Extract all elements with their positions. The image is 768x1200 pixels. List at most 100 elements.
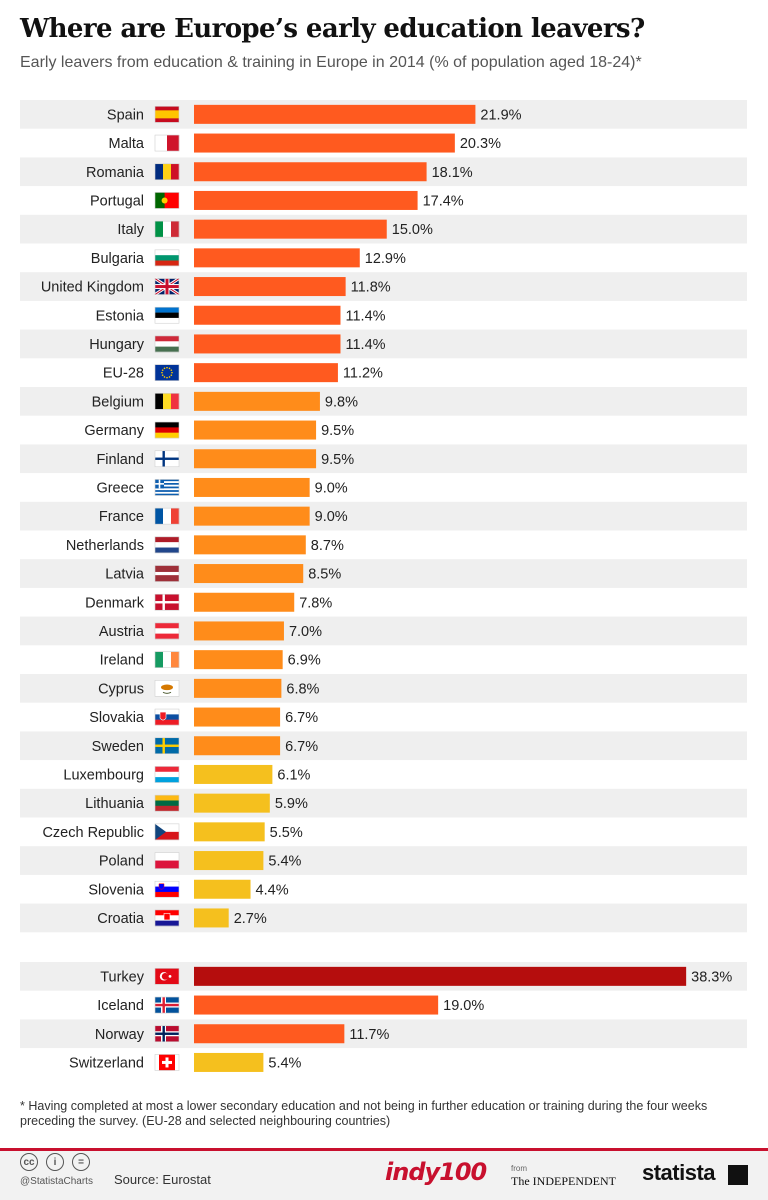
lithuania-flag — [154, 794, 180, 812]
value-label: 8.5% — [308, 567, 341, 583]
row-shade — [20, 788, 747, 818]
category-label: Bulgaria — [91, 251, 145, 267]
row-shade — [20, 616, 747, 646]
bar-group: Turkey 38.3% Iceland 19.0% Norway 11.7% Switze… — [20, 962, 747, 1072]
value-label: 6.8% — [286, 681, 319, 697]
bar — [194, 564, 304, 584]
value-label: 6.7% — [285, 739, 318, 755]
bar — [194, 449, 317, 469]
estonia-flag — [154, 306, 180, 324]
slovakia-flag — [154, 708, 180, 726]
norway-flag — [154, 1025, 180, 1043]
from-label: from — [511, 1164, 527, 1173]
no-derivatives-icon: = — [72, 1153, 90, 1171]
attribution-icon: i — [46, 1153, 64, 1171]
category-label: Iceland — [97, 998, 144, 1014]
value-label: 20.3% — [460, 136, 501, 152]
bar — [194, 391, 320, 411]
source-text: Source: Eurostat — [114, 1172, 211, 1187]
bar — [194, 678, 282, 698]
value-label: 18.1% — [432, 165, 473, 181]
category-label: United Kingdom — [41, 280, 144, 296]
row-shade — [20, 903, 747, 933]
sweden-flag — [154, 737, 180, 755]
category-label: Croatia — [97, 911, 145, 927]
spain-flag — [154, 106, 180, 123]
greece-flag — [154, 479, 180, 496]
category-label: Norway — [95, 1027, 145, 1043]
category-label: Latvia — [105, 567, 145, 583]
iceland-flag — [154, 996, 180, 1014]
portugal-flag — [154, 192, 180, 209]
bar — [194, 650, 283, 670]
finland-flag — [154, 450, 180, 468]
footer-accent-line — [0, 1148, 768, 1151]
value-label: 6.7% — [285, 710, 318, 726]
row-shade — [20, 559, 747, 588]
bar — [194, 822, 265, 842]
category-label: Portugal — [90, 193, 144, 209]
bar — [194, 535, 306, 555]
value-label: 11.2% — [343, 366, 383, 382]
category-label: Belgium — [92, 394, 144, 410]
bar — [194, 248, 360, 268]
poland-flag — [154, 852, 180, 869]
bar — [194, 879, 251, 899]
value-label: 7.0% — [289, 624, 322, 640]
row-shade — [20, 674, 747, 703]
value-label: 7.8% — [299, 595, 332, 611]
cyprus-flag — [154, 680, 180, 697]
bar — [194, 162, 427, 182]
row-shade — [20, 444, 747, 474]
value-label: 15.0% — [392, 222, 433, 238]
row-shade — [20, 846, 747, 875]
value-label: 17.4% — [423, 193, 464, 209]
chart-subtitle: Early leavers from education & training … — [20, 54, 642, 71]
value-label: 9.0% — [315, 480, 348, 496]
row-shade — [20, 272, 747, 301]
category-label: Estonia — [96, 308, 145, 324]
value-label: 11.4% — [345, 337, 385, 353]
malta-flag — [154, 134, 180, 152]
bar — [194, 190, 418, 210]
bar — [194, 477, 310, 497]
bar — [194, 104, 476, 124]
bar-group: Spain 21.9% Malta 20.3% Romania 18.1% Portugal… — [20, 100, 747, 933]
creative-commons-icon: cc — [20, 1153, 38, 1171]
category-label: Finland — [96, 452, 144, 468]
belgium-flag — [154, 393, 180, 410]
statista-logo: statista — [642, 1160, 716, 1185]
bar — [194, 966, 687, 986]
value-label: 5.4% — [268, 1055, 301, 1071]
row-shade — [20, 387, 747, 416]
category-label: Switzerland — [69, 1055, 144, 1071]
value-label: 9.5% — [321, 423, 354, 439]
value-label: 5.4% — [268, 854, 301, 870]
bar — [194, 908, 229, 928]
bar — [194, 793, 270, 813]
bar — [194, 995, 439, 1015]
luxembourg-flag — [154, 766, 180, 783]
footnote: * Having completed at most a lower secon… — [20, 1099, 708, 1128]
value-label: 4.4% — [256, 882, 289, 898]
value-label: 9.5% — [321, 452, 354, 468]
value-label: 38.3% — [691, 969, 732, 985]
category-label: Sweden — [92, 739, 144, 755]
germany-flag — [154, 421, 180, 439]
bar — [194, 736, 281, 756]
bar — [194, 133, 455, 153]
bar — [194, 621, 284, 641]
slovenia-flag — [154, 880, 180, 898]
bar — [194, 363, 338, 383]
bar — [194, 764, 273, 784]
value-label: 19.0% — [443, 998, 484, 1014]
value-label: 8.7% — [311, 538, 344, 554]
category-label: Ireland — [100, 653, 144, 669]
category-label: Lithuania — [85, 796, 145, 812]
statista-handle: @StatistaCharts — [20, 1176, 93, 1187]
bar — [194, 851, 264, 871]
value-label: 12.9% — [365, 251, 406, 267]
bar — [194, 1024, 345, 1044]
value-label: 2.7% — [234, 911, 267, 927]
france-flag — [154, 507, 180, 525]
